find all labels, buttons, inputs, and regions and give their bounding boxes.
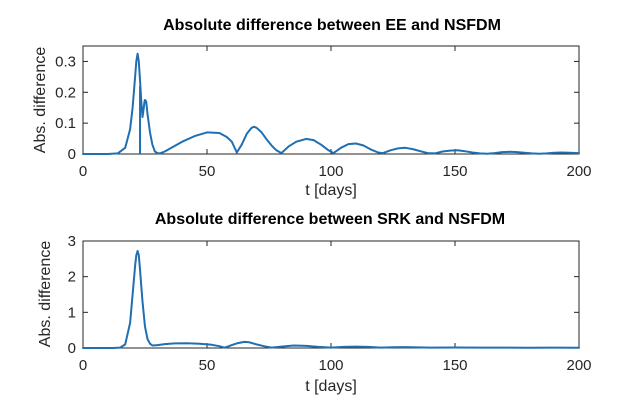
series-layer <box>82 52 580 155</box>
x-tick-label: 200 <box>566 357 591 374</box>
x-tick-label: 150 <box>442 163 467 180</box>
y-tick-label: 3 <box>68 233 76 250</box>
subplot-bottom: Absolute difference between SRK and NSFD… <box>37 211 592 395</box>
x-tick-label: 0 <box>79 163 87 180</box>
x-tick-label: 0 <box>79 357 87 374</box>
y-tick-label: 0.3 <box>55 53 76 70</box>
series-line <box>82 52 580 155</box>
y-axis-ticks: 0 0.1 0.2 0.3 <box>55 53 579 163</box>
y-tick-label: 0 <box>68 340 76 357</box>
x-axis-label: t [days] <box>305 182 357 199</box>
x-axis-label: t [days] <box>305 378 357 395</box>
subplot-top: Absolute difference between EE and NSFDM… <box>32 17 592 199</box>
y-tick-label: 0 <box>68 146 76 163</box>
chart-title: Absolute difference between EE and NSFDM <box>163 17 501 34</box>
x-axis-ticks: 0 50 100 150 200 <box>79 46 592 180</box>
x-tick-label: 50 <box>199 357 216 374</box>
x-tick-label: 50 <box>199 163 216 180</box>
series-line <box>82 250 580 349</box>
y-axis-label: Abs. difference <box>37 241 54 348</box>
y-tick-label: 1 <box>68 304 76 321</box>
y-tick-label: 2 <box>68 269 76 286</box>
x-axis-ticks: 0 50 100 150 200 <box>79 241 592 374</box>
x-tick-label: 100 <box>318 357 343 374</box>
plot-area <box>82 240 580 349</box>
plot-area <box>82 45 580 155</box>
x-tick-label: 100 <box>318 163 343 180</box>
y-tick-label: 0.1 <box>55 115 76 132</box>
x-tick-label: 200 <box>566 163 591 180</box>
y-tick-label: 0.2 <box>55 84 76 101</box>
series-layer <box>82 250 580 349</box>
x-tick-label: 150 <box>442 357 467 374</box>
chart-title: Absolute difference between SRK and NSFD… <box>155 211 505 228</box>
y-axis-label: Abs. difference <box>32 47 49 154</box>
